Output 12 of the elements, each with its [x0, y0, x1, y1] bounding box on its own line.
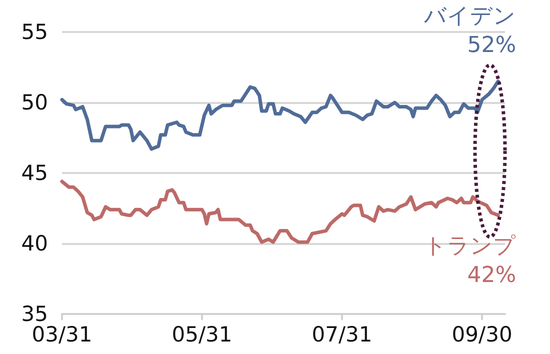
x-tick-label: 09/30 [452, 322, 512, 346]
annotation: トランプ [424, 234, 516, 259]
y-tick-label: 40 [21, 232, 48, 256]
annotation: 42% [467, 262, 516, 288]
x-tick-label: 07/31 [312, 322, 372, 346]
y-tick-label: 55 [21, 20, 48, 44]
annotation: バイデン [423, 4, 516, 29]
line-series [60, 80, 500, 151]
x-tick-label: 05/31 [172, 322, 232, 346]
y-tick-label: 45 [21, 161, 48, 185]
annotation: 52% [467, 32, 516, 58]
y-tick-label: 50 [21, 90, 48, 114]
